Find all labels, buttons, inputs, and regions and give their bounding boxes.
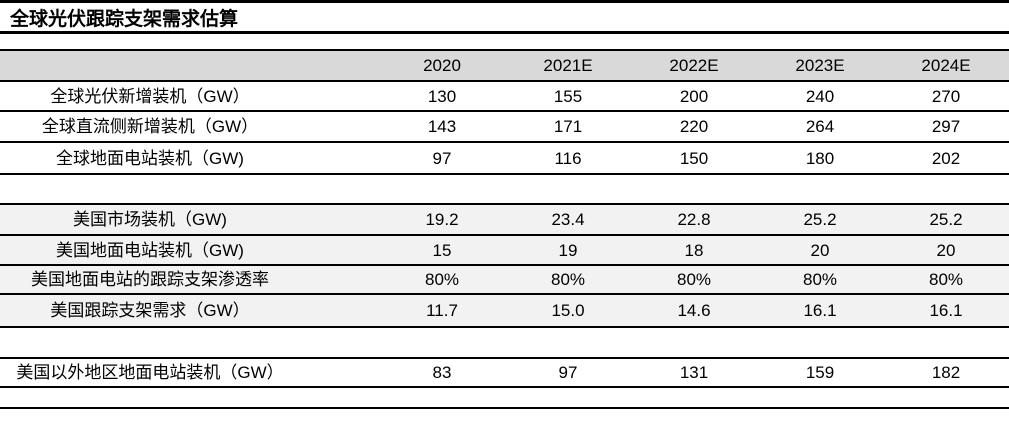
column-header-2020: 2020 <box>423 56 461 75</box>
table-cell: 80% <box>424 270 460 289</box>
table-cell: 171 <box>553 117 583 136</box>
table-cell: 20 <box>810 240 830 260</box>
table-cell: 80% <box>928 270 964 289</box>
table-cell: 97 <box>432 148 452 168</box>
section-gap <box>0 175 1009 203</box>
row-label: 美国地面电站装机（GW) <box>56 240 244 260</box>
table-title: 全球光伏跟踪支架需求估算 <box>10 8 239 30</box>
table-cell: 25.2 <box>929 210 963 229</box>
table-cell: 83 <box>432 363 452 382</box>
table-cell: 11.7 <box>426 301 458 320</box>
table-cell: 19.2 <box>425 210 459 229</box>
column-header-2022e: 2022E <box>669 56 719 75</box>
table-row-exus-utility-installs: 美国以外地区地面电站装机（GW） 83 97 131 159 182 <box>0 357 1009 388</box>
empty-bottom-row <box>0 388 1009 409</box>
table-row-us-tracker-demand: 美国跟踪支架需求（GW） 11.7 15.0 14.6 16.1 16.1 <box>0 295 1009 328</box>
title-gap <box>0 34 1009 49</box>
table-cell: 80% <box>676 270 712 289</box>
table-cell: 297 <box>931 117 961 136</box>
table-cell: 200 <box>679 86 709 106</box>
section-gap <box>0 328 1009 357</box>
table-row-global-utility-installs: 全球地面电站装机（GW) 97 116 150 180 202 <box>0 143 1009 175</box>
row-label: 全球光伏新增装机（GW） <box>50 86 250 106</box>
table-cell: 80% <box>802 270 838 289</box>
table-title-bar: 全球光伏跟踪支架需求估算 <box>0 3 1009 34</box>
column-header-2024e: 2024E <box>921 56 971 75</box>
table-cell: 23.4 <box>551 210 585 229</box>
table-cell: 22.8 <box>677 210 711 229</box>
table-cell: 155 <box>553 86 583 106</box>
table-cell: 131 <box>679 363 709 382</box>
row-label: 美国市场装机（GW) <box>73 210 227 229</box>
table-row-us-tracker-penetration: 美国地面电站的跟踪支架渗透率 80% 80% 80% 80% 80% <box>0 266 1009 295</box>
table-cell: 202 <box>931 148 961 168</box>
table-cell: 25.2 <box>803 210 837 229</box>
table-cell: 270 <box>931 86 961 106</box>
table-cell: 20 <box>936 240 956 260</box>
table-cell: 240 <box>805 86 835 106</box>
table-cell: 150 <box>679 148 709 168</box>
table-row-us-market-installs: 美国市场装机（GW) 19.2 23.4 22.8 25.2 25.2 <box>0 203 1009 236</box>
table-cell: 97 <box>558 363 578 382</box>
table-cell: 14.6 <box>677 301 711 320</box>
table-cell: 15 <box>432 240 452 260</box>
row-label: 美国跟踪支架需求（GW） <box>50 301 250 320</box>
top-rule <box>0 0 1009 3</box>
table-cell: 180 <box>805 148 835 168</box>
table-row-global-dc-new-installs: 全球直流侧新增装机（GW） 143 171 220 264 297 <box>0 112 1009 143</box>
table-cell: 182 <box>931 363 961 382</box>
table-cell: 143 <box>427 117 457 136</box>
column-header-2021e: 2021E <box>543 56 593 75</box>
table-cell: 18 <box>684 240 704 260</box>
table-cell: 15.0 <box>551 301 585 320</box>
column-header-2023e: 2023E <box>795 56 845 75</box>
table-cell: 80% <box>550 270 586 289</box>
table-cell: 159 <box>805 363 835 382</box>
table-cell: 130 <box>427 86 457 106</box>
table-cell: 16.1 <box>929 301 963 320</box>
row-label: 美国地面电站的跟踪支架渗透率 <box>31 270 269 289</box>
row-label: 全球直流侧新增装机（GW） <box>41 117 259 136</box>
row-label: 美国以外地区地面电站装机（GW） <box>16 363 284 382</box>
table-cell: 16.1 <box>803 301 837 320</box>
table-cell: 19 <box>558 240 578 260</box>
table-cell: 264 <box>805 117 835 136</box>
row-label: 全球地面电站装机（GW) <box>56 148 244 168</box>
table-row-us-utility-installs: 美国地面电站装机（GW) 15 19 18 20 20 <box>0 236 1009 266</box>
table-row-global-pv-new-installs: 全球光伏新增装机（GW） 130 155 200 240 270 <box>0 82 1009 112</box>
header-row: 2020 2021E 2022E 2023E 2024E <box>0 49 1009 82</box>
table-cell: 116 <box>554 148 582 168</box>
table-cell: 220 <box>679 117 709 136</box>
